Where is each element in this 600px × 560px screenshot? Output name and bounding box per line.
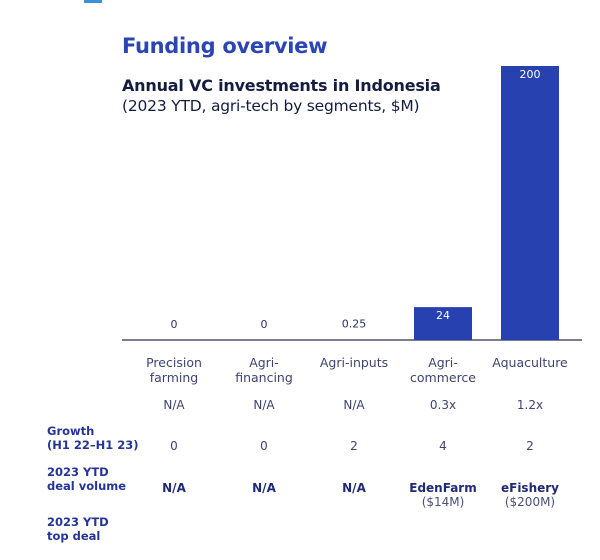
table-cell: 2 xyxy=(526,439,534,453)
value-label-agri-financing: 0 xyxy=(261,318,268,331)
value-label-aquaculture: 200 xyxy=(520,68,541,81)
row-label-growth: Growth (H1 22–H1 23) xyxy=(47,424,139,452)
category-label-agri-commerce: Agri-commerce xyxy=(410,355,476,385)
category-label-aquaculture: Aquaculture xyxy=(492,355,568,370)
table-cell: N/A xyxy=(253,398,275,412)
table-cell: 4 xyxy=(439,439,447,453)
table-cell: 0.3x xyxy=(429,398,457,412)
bar-chart: 0 0 0.25 24 200 xyxy=(122,66,582,341)
bar-agri-commerce xyxy=(414,307,472,340)
value-label-agri-commerce: 24 xyxy=(436,309,450,322)
value-label-precision-farming: 0 xyxy=(171,318,178,331)
deal-amount: ($200M) xyxy=(504,495,556,509)
chart-subtitle: (2023 YTD, agri-tech by segments, $M) xyxy=(122,97,420,115)
table-cell: 0 xyxy=(170,439,178,453)
table-cell: N/A xyxy=(162,481,186,495)
category-label-precision-farming: Precision farming xyxy=(146,355,202,385)
category-label-agri-inputs: Agri-inputs xyxy=(319,355,389,370)
row-label-top-deal: 2023 YTD top deal xyxy=(47,515,109,543)
category-label-agri-financing: Agri-financing xyxy=(235,355,293,385)
table-cell: EdenFarm ($14M) xyxy=(388,481,498,509)
table-cell: eFishery ($200M) xyxy=(475,481,585,509)
table-cell: 2 xyxy=(350,439,358,453)
chart-title: Annual VC investments in Indonesia xyxy=(122,76,441,95)
deal-amount: ($14M) xyxy=(421,495,465,509)
table-cell: N/A xyxy=(163,398,185,412)
row-label-deal-volume: 2023 YTD deal volume xyxy=(47,465,127,493)
corner-accent-mark xyxy=(84,0,102,3)
table-cell: N/A xyxy=(252,481,276,495)
table-cell: 0 xyxy=(260,439,268,453)
table-cell: N/A xyxy=(343,398,365,412)
table-cell: N/A xyxy=(342,481,366,495)
bar-aquaculture xyxy=(501,66,559,340)
page-heading: Funding overview xyxy=(122,34,328,58)
table-cell: 1.2x xyxy=(516,398,544,412)
value-label-agri-inputs: 0.25 xyxy=(342,318,367,331)
